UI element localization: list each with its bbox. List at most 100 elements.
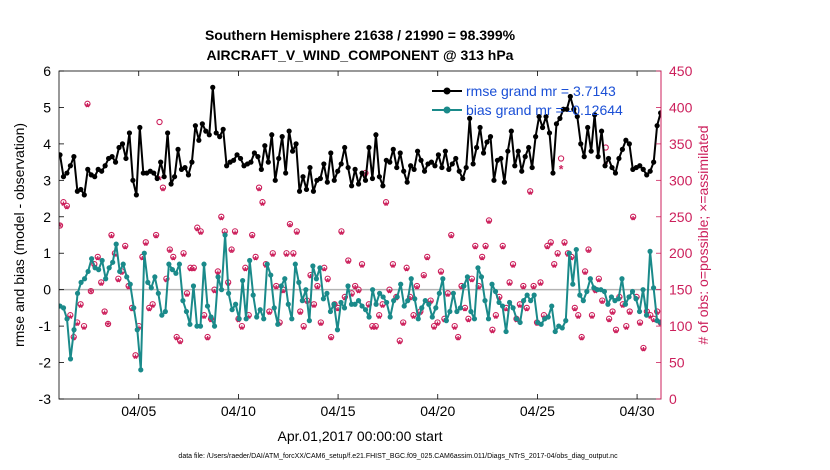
obs-possible-point (520, 282, 527, 290)
obs-assimilated-point: * (586, 246, 591, 260)
bias-point (352, 301, 358, 307)
obs-assimilated-point: * (524, 305, 529, 319)
bias-point (211, 323, 218, 329)
obs-possible-point (544, 242, 551, 250)
obs-assimilated-point: * (384, 199, 389, 213)
bias-point (636, 308, 643, 315)
rmse-point (366, 144, 372, 151)
bias-point (190, 283, 197, 289)
obs-possible-point (94, 253, 101, 261)
obs-assimilated-point: * (229, 246, 234, 260)
bias-point (173, 270, 179, 276)
rmse-point (598, 128, 605, 134)
obs-possible-point (561, 239, 568, 246)
obs-possible-point (255, 184, 263, 191)
obs-possible-point (595, 275, 602, 282)
bias-point (587, 276, 593, 282)
bias-point (166, 261, 172, 267)
obs-possible-point (249, 231, 256, 239)
rmse-point (293, 141, 299, 147)
rmse-point (349, 183, 355, 189)
bias-point (289, 316, 295, 322)
obs-assimilated-point: * (260, 199, 265, 213)
obs-assimilated-point: * (415, 283, 420, 297)
obs-possible-point (101, 308, 108, 315)
y-tick-label-right: 0 (669, 391, 677, 407)
bias-point (405, 298, 411, 304)
bias-point (401, 303, 407, 309)
bias-point (141, 250, 147, 256)
rmse-point (467, 115, 473, 121)
obs-assimilated-point: * (75, 319, 80, 333)
obs-possible-point (122, 242, 129, 250)
obs-assimilated-point: * (394, 294, 399, 308)
bias-point (580, 298, 586, 304)
bias-point (338, 299, 344, 306)
rmse-point (647, 168, 653, 174)
rmse-point (81, 192, 87, 198)
bias-point (521, 298, 527, 304)
rmse-point (199, 121, 205, 127)
obs-assimilated-point: * (71, 334, 76, 348)
obs-possible-point (324, 275, 331, 282)
obs-possible-point (286, 220, 294, 228)
obs-assimilated-point: * (559, 162, 564, 176)
rmse-point (637, 163, 643, 169)
rmse-point (578, 141, 584, 147)
bias-point (629, 288, 636, 295)
rmse-point (185, 172, 192, 178)
bias-point (377, 290, 383, 296)
obs-assimilated-point: * (494, 312, 499, 326)
obs-assimilated-point: * (202, 312, 207, 326)
rmse-point (640, 166, 646, 172)
rmse-point (224, 163, 230, 169)
rmse-point (192, 123, 198, 129)
rmse-point (512, 163, 518, 169)
obs-possible-point (166, 246, 173, 253)
rmse-point (307, 164, 313, 171)
obs-assimilated-point: * (315, 283, 320, 297)
obs-assimilated-point: * (150, 301, 155, 315)
obs-possible-point (492, 312, 500, 319)
obs-assimilated-point: * (349, 290, 354, 304)
rmse-point (234, 152, 240, 158)
obs-assimilated-point: * (270, 250, 275, 264)
obs-possible-point (228, 246, 235, 253)
x-tick-label: 04/20 (420, 403, 455, 419)
obs-possible-point (290, 250, 297, 257)
obs-assimilated-point: * (452, 323, 457, 337)
bias-point (120, 261, 126, 267)
rmse-point (557, 115, 563, 121)
rmse-point (567, 93, 573, 100)
bias-point (433, 305, 439, 311)
legend-rmse-label: rmse grand mr = 3.7143 (466, 83, 616, 99)
obs-possible-point (434, 319, 441, 326)
rmse-point (484, 139, 490, 145)
rmse-point (161, 174, 167, 180)
obs-possible-point (149, 301, 156, 308)
rmse-point (296, 188, 303, 194)
obs-assimilated-point: * (480, 254, 485, 268)
obs-assimilated-point: * (167, 246, 172, 260)
obs-assimilated-point: * (212, 286, 217, 300)
bias-point (584, 288, 590, 295)
obs-assimilated-point: * (473, 243, 478, 257)
obs-possible-point (454, 333, 462, 341)
bias-point (506, 299, 513, 306)
rmse-point (522, 154, 528, 160)
bias-point (369, 287, 376, 293)
obs-assimilated-point: * (274, 283, 279, 297)
y-tick-label-right: 50 (669, 355, 685, 371)
bias-point (538, 321, 544, 327)
obs-assimilated-point: * (562, 239, 567, 253)
obs-assimilated-point: * (507, 279, 512, 293)
obs-assimilated-point: * (133, 352, 138, 366)
rmse-point (533, 134, 539, 140)
rmse-point (592, 112, 598, 118)
plot-area (59, 71, 661, 399)
obs-possible-point (259, 199, 266, 206)
obs-possible-point (376, 312, 383, 319)
obs-assimilated-point: * (157, 173, 162, 187)
rmse-point (279, 134, 285, 140)
obs-assimilated-point: * (102, 308, 107, 322)
